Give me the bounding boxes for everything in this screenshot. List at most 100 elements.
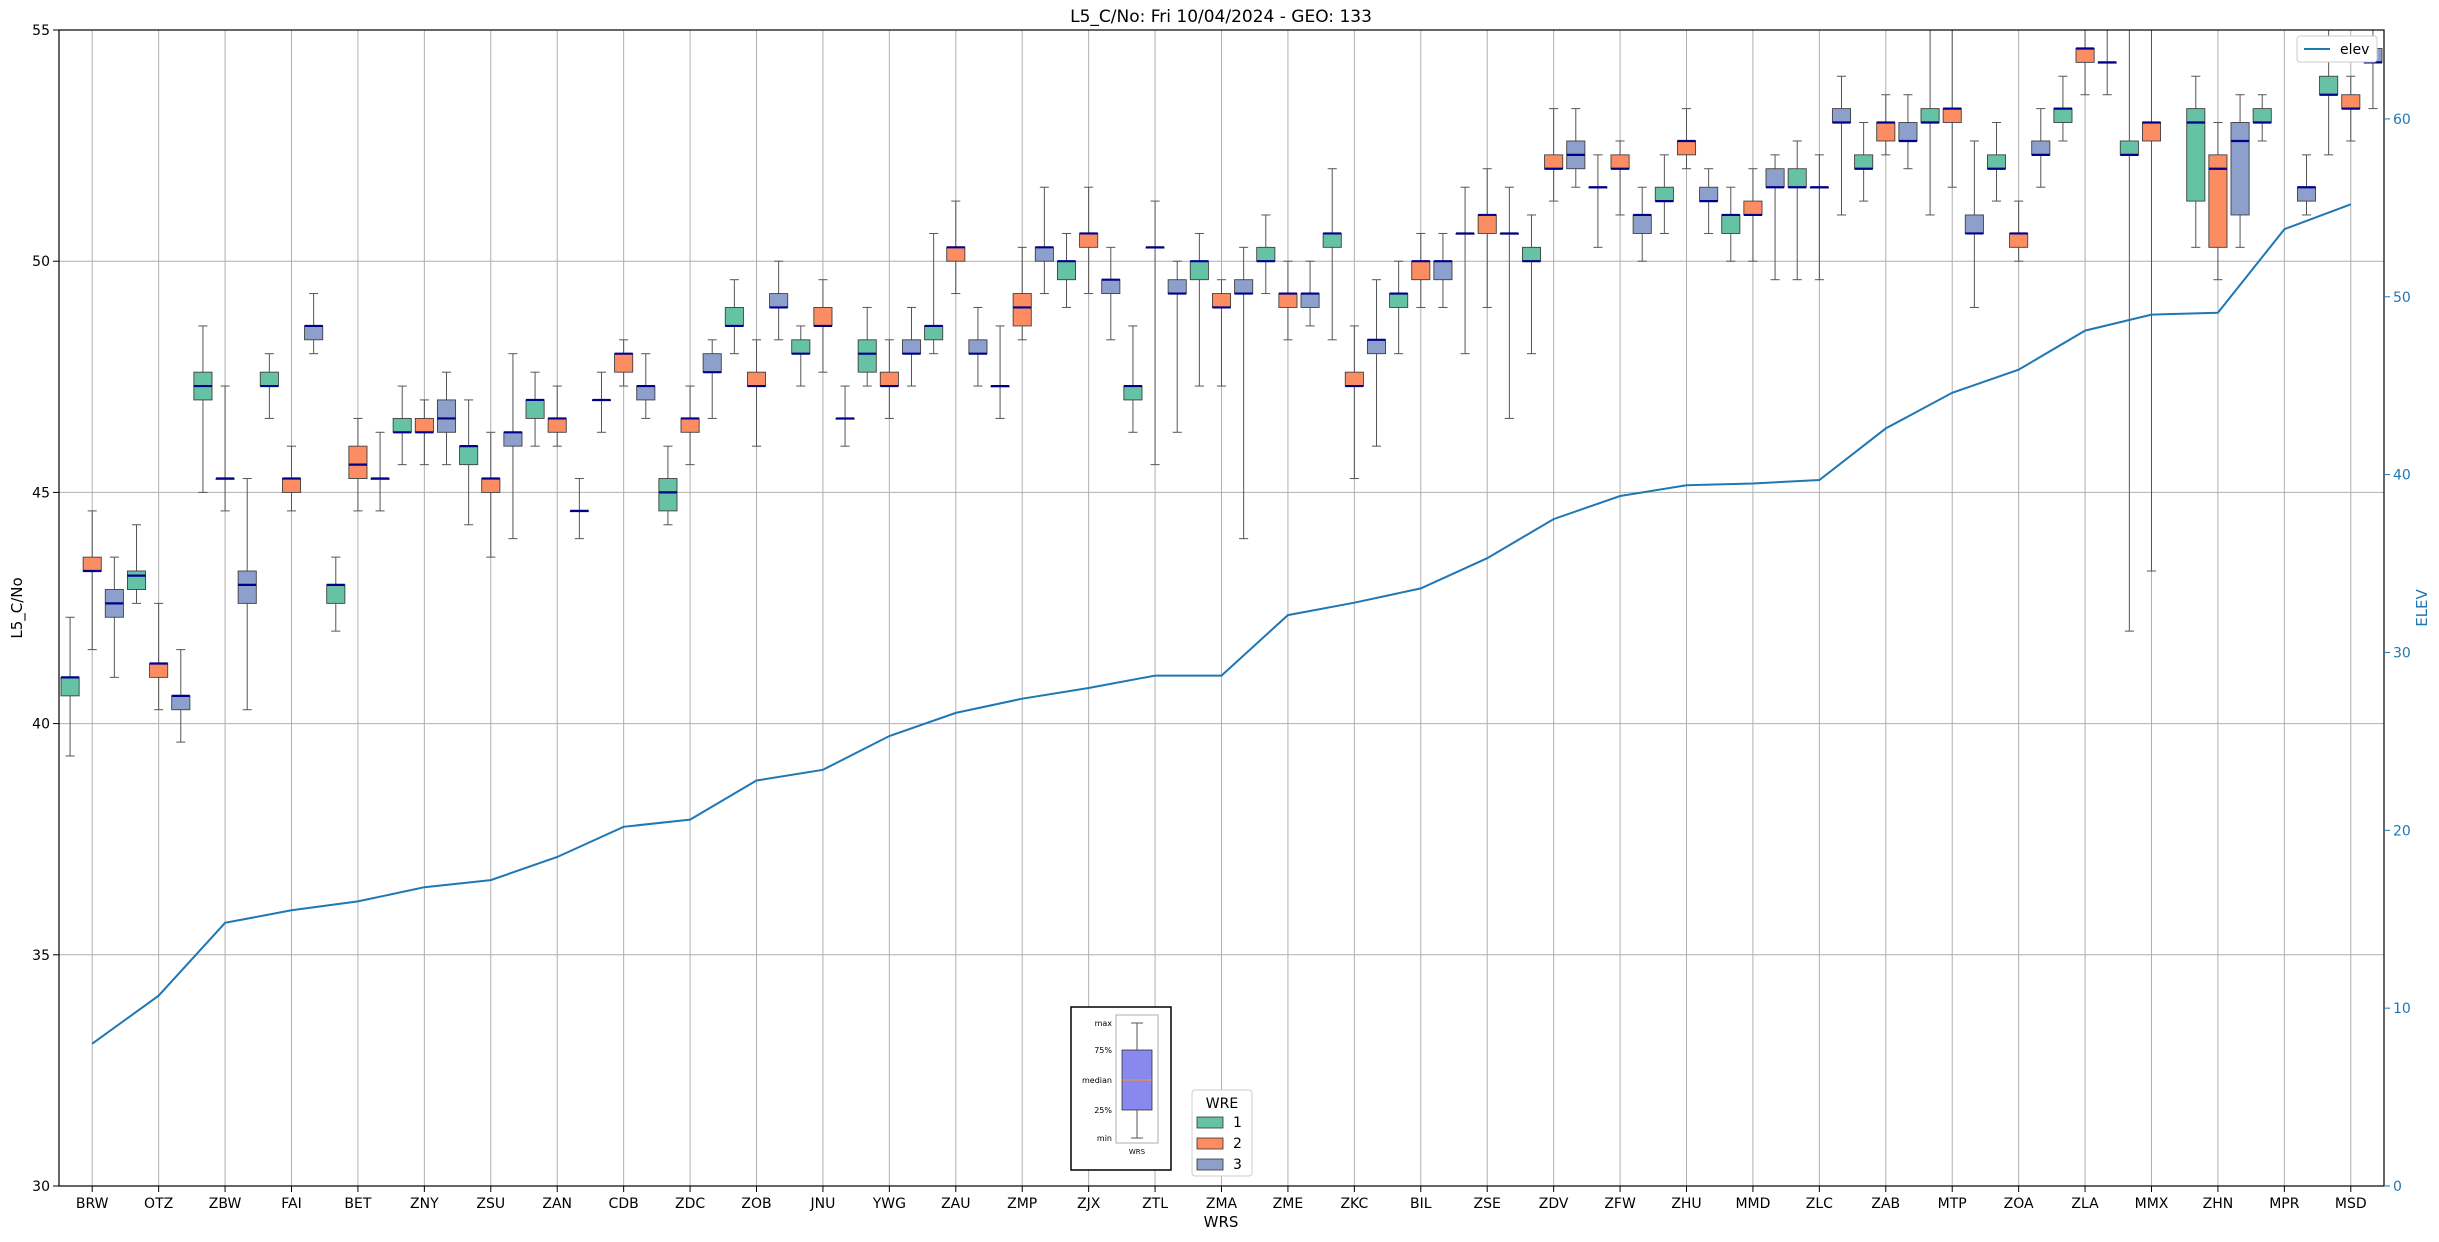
- box-body: [746, 371, 767, 387]
- wre-legend-swatch-1: [1196, 1116, 1224, 1129]
- box-BRW-wre3: [104, 556, 124, 678]
- box-body: [281, 478, 302, 493]
- box-MTP-wre1: [1920, 29, 1940, 216]
- box-ZMA-wre2: [1211, 279, 1232, 387]
- box-body: [1942, 108, 1962, 123]
- box-BET-wre2: [348, 417, 368, 512]
- box-BIL-wre1: [1389, 260, 1409, 355]
- box-CDB-wre3: [636, 353, 656, 419]
- box-body: [2031, 140, 2051, 156]
- box-ZOA-wre2: [2009, 200, 2029, 262]
- box-ZBW-wre3: [237, 478, 257, 711]
- box-body: [1256, 246, 1276, 262]
- x-tick-label: ZMA: [1206, 1196, 1238, 1212]
- box-body: [1676, 140, 1697, 156]
- box-ZSU-wre2: [481, 431, 501, 558]
- box-ZLC-wre3: [1831, 75, 1852, 216]
- box-body: [1920, 108, 1940, 123]
- x-tick-label: ZDC: [675, 1196, 705, 1212]
- x-tick-label: BIL: [1410, 1196, 1432, 1212]
- box-ZHU-wre3: [1699, 168, 1719, 234]
- box-body: [459, 445, 479, 466]
- x-tick-label: MTP: [1938, 1196, 1967, 1212]
- box-body: [1012, 293, 1032, 327]
- box-ZJX-wre1: [1056, 232, 1077, 308]
- elev-legend: elev: [2296, 35, 2378, 63]
- y2-axis-label: ELEV: [2413, 588, 2431, 626]
- box-ZHU-wre2: [1676, 108, 1697, 170]
- box-CDB-wre1: [591, 371, 612, 433]
- box-body: [237, 570, 257, 604]
- y-tick-label: 50: [32, 254, 50, 270]
- box-key-inner-frame: [1115, 1014, 1159, 1144]
- box-ZOB-wre3: [769, 260, 789, 341]
- box-body: [1167, 279, 1187, 295]
- box-ZKC-wre3: [1366, 279, 1387, 447]
- box-body: [857, 339, 877, 373]
- y-tick-label: 55: [32, 23, 50, 39]
- box-body: [791, 339, 811, 355]
- box-YWG-wre2: [879, 339, 899, 419]
- box-body: [680, 417, 700, 433]
- box-body: [614, 353, 634, 373]
- wre-legend-title: WRE: [1206, 1096, 1238, 1112]
- box-body: [769, 293, 789, 308]
- x-tick-label: MSD: [2335, 1196, 2367, 1212]
- box-YWG-wre3: [901, 306, 922, 387]
- box-body: [436, 399, 457, 433]
- box-MMD-wre2: [1743, 168, 1763, 262]
- box-body: [1101, 279, 1121, 295]
- box-body: [1699, 186, 1719, 202]
- box-body: [1898, 122, 1918, 142]
- wre-legend: WRE 1 2 3: [1191, 1089, 1253, 1177]
- box-ZTL-wre3: [1167, 260, 1187, 433]
- chart-title: L5_C/No: Fri 10/04/2024 - GEO: 133: [1070, 7, 1372, 27]
- box-ZAN-wre2: [547, 385, 567, 447]
- x-tick-label: ZHU: [1671, 1196, 1701, 1212]
- box-body: [2252, 108, 2272, 123]
- box-body: [503, 431, 523, 447]
- box-ZMP-wre1: [990, 325, 1010, 419]
- box-JNU-wre2: [813, 279, 833, 373]
- box-body: [1787, 168, 1807, 188]
- box-key-frame: [1070, 1006, 1172, 1171]
- box-OTZ-wre1: [126, 524, 147, 604]
- box-ZSE-wre1: [1455, 186, 1475, 355]
- x-tick-label: OTZ: [144, 1196, 173, 1212]
- box-body: [348, 445, 368, 479]
- box-MMD-wre1: [1721, 186, 1741, 262]
- box-body: [481, 478, 501, 493]
- x-tick-label: ZNY: [410, 1196, 439, 1212]
- box-body: [1234, 279, 1254, 295]
- box-body: [1632, 214, 1652, 234]
- x-tick-label: BET: [344, 1196, 371, 1212]
- box-BET-wre3: [370, 431, 390, 512]
- box-body: [901, 339, 922, 355]
- box-ZAB-wre1: [1854, 121, 1874, 202]
- box-ZSU-wre1: [459, 399, 479, 526]
- y2-tick-label: 0: [2393, 1179, 2402, 1195]
- box-ZME-wre3: [1300, 260, 1320, 327]
- x-tick-label: ZJX: [1077, 1196, 1101, 1212]
- wre-legend-swatch-3: [1196, 1158, 1224, 1171]
- box-ZLC-wre1: [1787, 140, 1807, 281]
- y-axis-label: L5_C/No: [8, 577, 27, 638]
- box-body: [1123, 385, 1143, 401]
- wre-legend-label-2: 2: [1233, 1136, 1242, 1152]
- box-ZJX-wre3: [1101, 246, 1121, 341]
- x-tick-label: MMD: [1735, 1196, 1770, 1212]
- box-body: [1211, 293, 1232, 308]
- x-tick-label: ZMP: [1007, 1196, 1037, 1212]
- box-body: [1034, 246, 1054, 262]
- wre-legend-frame: [1191, 1089, 1253, 1177]
- box-OTZ-wre3: [171, 649, 191, 743]
- box-OTZ-wre2: [149, 602, 169, 711]
- x-tick-label: ZOB: [741, 1196, 771, 1212]
- box-body: [171, 695, 191, 711]
- x-tick-label: ZSU: [476, 1196, 505, 1212]
- box-ZAB-wre2: [1876, 94, 1896, 156]
- box-body: [1964, 214, 1984, 234]
- box-body: [2075, 48, 2095, 63]
- box-body: [1721, 214, 1741, 234]
